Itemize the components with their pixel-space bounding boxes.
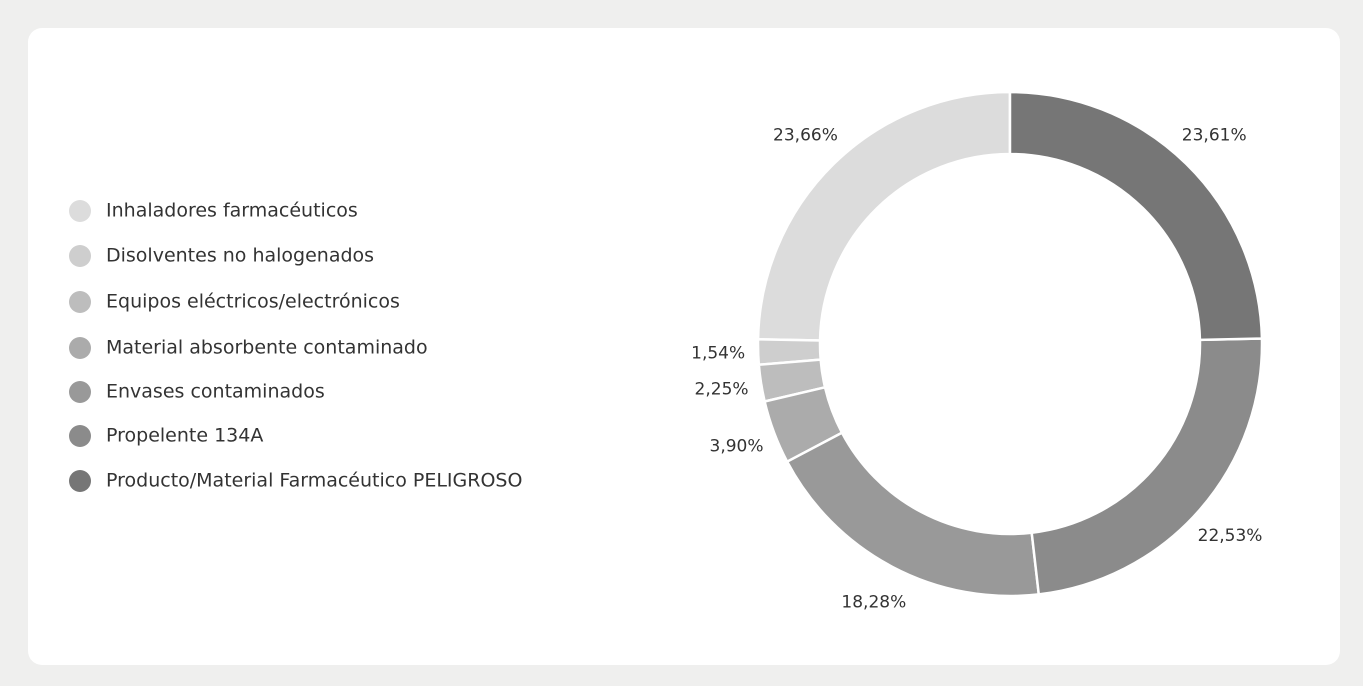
legend-label: Inhaladores farmacéuticos [106,200,358,222]
value-label: 2,25% [695,379,749,399]
value-label: 23,66% [773,126,838,146]
donut-segment [785,431,1041,598]
legend-swatch [69,291,91,313]
legend-swatch [69,245,91,267]
legend-label: Material absorbente contaminado [106,337,428,359]
legend-swatch [69,470,91,492]
value-label: 23,61% [1182,125,1247,145]
value-label: 3,90% [710,436,764,456]
legend-label: Disolventes no halogenados [106,245,374,267]
legend-swatch [69,337,91,359]
legend-swatch [69,200,91,222]
donut-segment [1008,90,1264,342]
donut-segment [1030,337,1264,596]
value-label: 18,28% [841,592,906,612]
value-label: 1,54% [691,343,745,363]
legend-label: Propelente 134A [106,425,263,447]
legend-label: Producto/Material Farmacéutico PELIGROSO [106,470,522,492]
legend-swatch [69,425,91,447]
value-label: 22,53% [1198,526,1263,546]
legend-label: Equipos eléctricos/electrónicos [106,291,400,313]
legend-swatch [69,381,91,403]
legend-label: Envases contaminados [106,381,325,403]
